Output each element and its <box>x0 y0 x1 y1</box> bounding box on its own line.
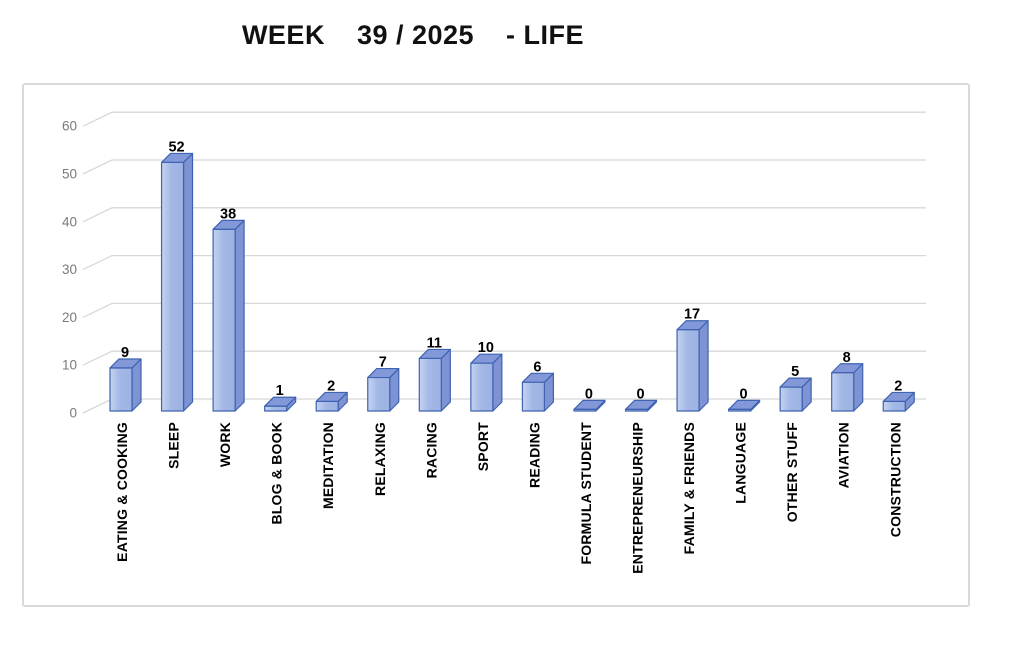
y-axis-tick-label: 50 <box>62 167 77 182</box>
category-label: WORK <box>217 422 233 467</box>
bar-6 <box>367 367 400 412</box>
gridline <box>82 254 926 271</box>
bar-value-label: 0 <box>636 386 644 402</box>
bar-side-face <box>492 353 503 412</box>
bar-front-face <box>367 376 391 412</box>
gridline <box>82 159 926 175</box>
bar-2 <box>160 152 194 412</box>
bar-front-face <box>779 386 803 412</box>
bar-value-label: 1 <box>276 383 284 399</box>
bar-front-face <box>212 228 236 412</box>
bar-front-face <box>521 381 546 412</box>
bar-5 <box>315 391 348 412</box>
bar-9 <box>521 372 555 412</box>
bar-7 <box>418 348 451 412</box>
bar-4 <box>264 396 297 412</box>
bar-value-label: 52 <box>168 139 184 155</box>
gridline <box>82 302 926 318</box>
bar-10 <box>573 399 606 412</box>
bar-value-label: 17 <box>684 307 700 323</box>
bar-value-label: 5 <box>791 364 799 380</box>
bar-front-face <box>882 400 906 412</box>
gridline <box>82 350 926 366</box>
bar-front-face <box>109 367 133 412</box>
category-label: SPORT <box>475 422 491 471</box>
bar-side-face <box>440 348 451 412</box>
y-axis-tick-label: 40 <box>62 214 77 229</box>
category-label: SLEEP <box>166 422 182 469</box>
bar-front-face <box>831 372 855 412</box>
category-label: OTHER STUFF <box>784 422 800 522</box>
bar-value-label: 38 <box>220 206 236 222</box>
chart-title: WEEK 39 / 2025 - LIFE <box>241 20 585 50</box>
bar-side-face <box>698 320 709 412</box>
bar-front-face <box>573 408 597 412</box>
bar-front-face <box>264 405 288 412</box>
category-label: EATING & COOKING <box>114 422 130 562</box>
category-label: RACING <box>423 422 439 478</box>
bar-value-label: 0 <box>585 386 593 402</box>
category-label: ENTREPRENEURSHIP <box>630 422 646 574</box>
category-label: FAMILY & FRIENDS <box>681 422 697 554</box>
bar-12 <box>676 320 709 412</box>
bar-value-label: 7 <box>379 355 387 371</box>
bar-value-label: 2 <box>894 378 902 394</box>
bar-side-face <box>234 219 245 412</box>
y-axis-tick-label: 0 <box>69 406 77 421</box>
bar-front-face <box>418 357 442 412</box>
y-axis-tick-label: 60 <box>62 119 77 134</box>
bar-front-face <box>315 400 339 412</box>
bar-value-label: 10 <box>478 340 494 356</box>
bar-value-label: 9 <box>121 345 129 361</box>
bar-15 <box>831 363 864 412</box>
category-label: LANGUAGE <box>733 422 749 504</box>
category-label: BLOG & BOOK <box>269 422 285 525</box>
bar-front-face <box>160 161 185 412</box>
category-label: AVIATION <box>836 422 852 488</box>
bar-11 <box>624 399 658 412</box>
category-label: RELAXING <box>372 422 388 496</box>
bar-value-label: 6 <box>533 359 541 375</box>
bar-1 <box>109 358 142 412</box>
bar-value-label: 11 <box>427 335 442 351</box>
bar-side-face <box>182 152 194 412</box>
bar-value-label: 8 <box>843 350 851 366</box>
y-axis-tick-label: 20 <box>62 310 77 325</box>
category-label: READING <box>526 422 542 488</box>
bar-front-face <box>676 329 700 412</box>
bar-13 <box>727 399 761 412</box>
category-label: CONSTRUCTION <box>887 422 903 537</box>
gridline <box>82 111 926 127</box>
y-axis-tick-label: 30 <box>62 262 77 277</box>
bar-14 <box>779 377 812 412</box>
bar-front-face <box>727 408 752 412</box>
bar-front-face <box>624 408 649 412</box>
bar-8 <box>470 353 503 412</box>
category-label: FORMULA STUDENT <box>578 422 594 565</box>
y-axis-tick-label: 10 <box>62 358 77 373</box>
bar-16 <box>882 391 915 412</box>
bar-3 <box>212 219 245 412</box>
gridline <box>82 207 926 223</box>
bar-value-label: 0 <box>740 386 748 402</box>
bar-value-label: 2 <box>327 378 335 394</box>
category-label: MEDITATION <box>320 422 336 509</box>
bar-front-face <box>470 362 494 412</box>
